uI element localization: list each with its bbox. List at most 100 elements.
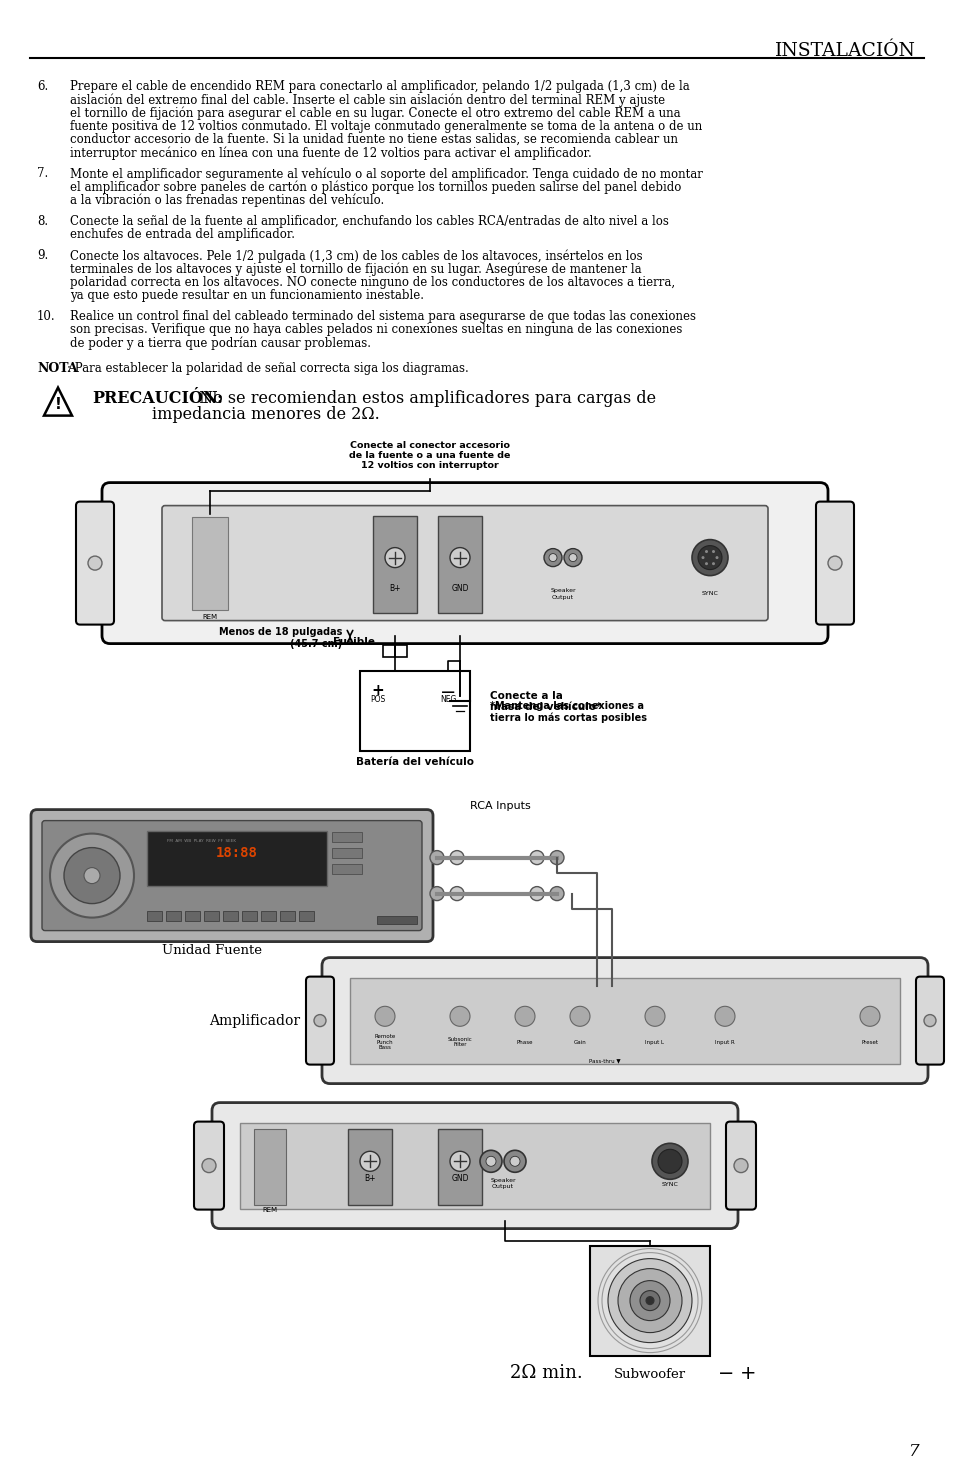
Text: Conecte los altavoces. Pele 1/2 pulgada (1,3 cm) de los cables de los altavoces,: Conecte los altavoces. Pele 1/2 pulgada … (70, 249, 642, 263)
Text: No se recomiendan estos amplificadores para cargas de: No se recomiendan estos amplificadores p… (193, 389, 656, 407)
Text: fuente positiva de 12 voltios conmutado. El voltaje conmutado generalmente se to: fuente positiva de 12 voltios conmutado.… (70, 119, 701, 133)
FancyBboxPatch shape (30, 810, 433, 941)
Text: de poder y a tierra que podrían causar problemas.: de poder y a tierra que podrían causar p… (70, 336, 371, 350)
FancyBboxPatch shape (322, 957, 927, 1084)
Text: Monte el amplificador seguramente al vehículo o al soporte del amplificador. Ten: Monte el amplificador seguramente al veh… (70, 167, 702, 181)
Circle shape (314, 1015, 326, 1027)
Circle shape (698, 546, 721, 569)
Circle shape (691, 540, 727, 575)
Text: 18:88: 18:88 (215, 847, 257, 860)
FancyBboxPatch shape (193, 1121, 224, 1210)
FancyBboxPatch shape (76, 502, 113, 624)
Circle shape (923, 1015, 935, 1027)
Text: REM: REM (262, 1207, 277, 1212)
Text: B+: B+ (364, 1174, 375, 1183)
Text: −: − (439, 683, 456, 702)
Text: SYNC: SYNC (660, 1181, 678, 1186)
Circle shape (450, 1006, 470, 1027)
Circle shape (543, 549, 561, 566)
Bar (192, 516, 228, 609)
Text: GND: GND (451, 1174, 468, 1183)
Circle shape (375, 1006, 395, 1027)
Text: ya que esto puede resultar en un funcionamiento inestable.: ya que esto puede resultar en un funcion… (70, 289, 423, 302)
Text: aislación del extremo final del cable. Inserte el cable sin aislación dentro del: aislación del extremo final del cable. I… (70, 93, 664, 106)
Circle shape (550, 851, 563, 864)
Text: 8.: 8. (37, 215, 48, 227)
Text: B+: B+ (389, 584, 400, 593)
Bar (376, 916, 416, 923)
Bar (242, 910, 256, 920)
Text: interruptor mecánico en línea con una fuente de 12 voltios para activar el ampli: interruptor mecánico en línea con una fu… (70, 146, 591, 159)
Text: Preset: Preset (861, 1040, 878, 1044)
FancyBboxPatch shape (725, 1121, 755, 1210)
Circle shape (639, 1291, 659, 1311)
FancyBboxPatch shape (815, 502, 853, 624)
Bar (437, 516, 481, 612)
Circle shape (50, 833, 133, 917)
Text: Subsonic
Filter: Subsonic Filter (447, 1037, 472, 1047)
Text: Gain: Gain (573, 1040, 586, 1044)
Text: Prepare el cable de encendido REM para conectarlo al amplificador, pelando 1/2 p: Prepare el cable de encendido REM para c… (70, 80, 689, 93)
Text: Fusible: Fusible (333, 637, 375, 646)
Text: NOTA: NOTA (37, 361, 77, 375)
FancyBboxPatch shape (42, 820, 421, 931)
Bar (223, 910, 237, 920)
Text: SYNC: SYNC (700, 590, 718, 596)
Bar (261, 910, 275, 920)
Circle shape (479, 1150, 501, 1173)
Bar (298, 910, 314, 920)
Circle shape (568, 553, 577, 562)
Bar (359, 671, 470, 751)
Text: 6.: 6. (37, 80, 49, 93)
Circle shape (859, 1006, 879, 1027)
Text: impedancia menores de 2Ω.: impedancia menores de 2Ω. (152, 406, 379, 423)
Circle shape (202, 1158, 215, 1173)
Text: 7.: 7. (37, 167, 49, 180)
Text: Menos de 18 pulgadas
(45.7 cm): Menos de 18 pulgadas (45.7 cm) (218, 627, 341, 649)
Text: Output: Output (552, 594, 574, 600)
Text: −: − (718, 1363, 734, 1382)
Bar (204, 910, 219, 920)
Circle shape (733, 1158, 747, 1173)
Circle shape (645, 1297, 654, 1304)
Polygon shape (44, 388, 71, 416)
Circle shape (714, 1006, 734, 1027)
Circle shape (359, 1152, 379, 1171)
Circle shape (385, 547, 405, 568)
Text: Amplificador: Amplificador (209, 1013, 299, 1028)
FancyBboxPatch shape (915, 976, 943, 1065)
Text: son precisas. Verifique que no haya cables pelados ni conexiones sueltas en ning: son precisas. Verifique que no haya cabl… (70, 323, 681, 336)
Circle shape (485, 1156, 496, 1167)
Circle shape (450, 1152, 470, 1171)
Circle shape (607, 1258, 691, 1342)
Text: 9.: 9. (37, 249, 49, 263)
Text: el tornillo de fijación para asegurar el cable en su lugar. Conecte el otro extr: el tornillo de fijación para asegurar el… (70, 106, 679, 119)
Bar (350, 978, 899, 1063)
Text: 10.: 10. (37, 310, 55, 323)
Text: NEG: NEG (439, 695, 456, 704)
Bar (373, 516, 416, 612)
Circle shape (548, 553, 557, 562)
Circle shape (550, 886, 563, 901)
Circle shape (88, 556, 102, 571)
FancyBboxPatch shape (212, 1103, 738, 1229)
Text: a la vibración o las frenadas repentinas del vehículo.: a la vibración o las frenadas repentinas… (70, 193, 384, 206)
Circle shape (450, 547, 470, 568)
Circle shape (704, 550, 707, 553)
Circle shape (430, 851, 443, 864)
Text: Conecte la señal de la fuente al amplificador, enchufando los cables RCA/entrada: Conecte la señal de la fuente al amplifi… (70, 215, 668, 227)
Text: conductor accesorio de la fuente. Si la unidad fuente no tiene estas salidas, se: conductor accesorio de la fuente. Si la … (70, 133, 678, 146)
Text: INSTALACIÓN: INSTALACIÓN (774, 41, 915, 60)
Bar (589, 1245, 709, 1356)
Text: RCA Inputs: RCA Inputs (470, 801, 530, 811)
Bar (332, 848, 361, 857)
Bar (280, 910, 294, 920)
Circle shape (563, 549, 581, 566)
Text: Output: Output (492, 1183, 514, 1189)
Circle shape (618, 1268, 681, 1332)
Bar (185, 910, 200, 920)
Text: Realice un control final del cableado terminado del sistema para asegurarse de q: Realice un control final del cableado te… (70, 310, 696, 323)
Circle shape (704, 562, 707, 565)
Circle shape (711, 550, 714, 553)
Text: 2Ω min.: 2Ω min. (510, 1363, 582, 1382)
